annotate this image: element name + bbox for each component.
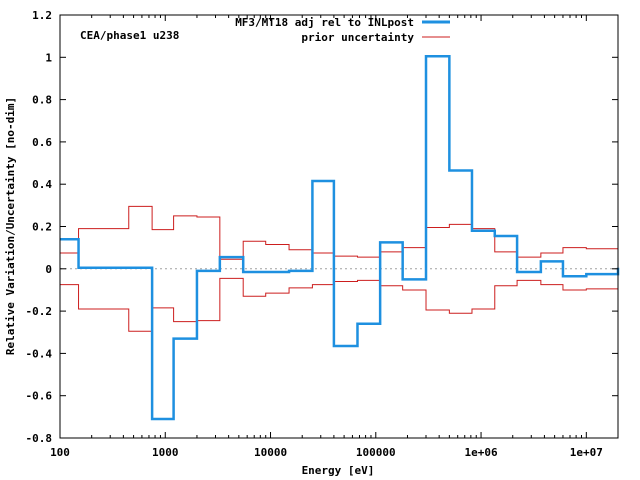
y-axis-title: Relative Variation/Uncertainty [no-dim] [4,97,17,355]
y-tick-label: 0.4 [32,178,52,191]
y-tick-label: 0.6 [32,136,52,149]
x-tick-label: 1000 [152,446,179,459]
y-tick-label: -0.8 [26,432,53,445]
plot-frame [59,14,619,439]
x-tick-label: 100000 [356,446,396,459]
y-tick-label: -0.2 [26,305,53,318]
series-adjustment [60,54,620,421]
y-tick-label: -0.4 [26,347,53,360]
x-tick-label: 1e+07 [570,446,603,459]
y-tick-label: 0.8 [32,94,52,107]
series-prior-uncertainty-upper [60,205,619,260]
x-tick-label: 100 [50,446,70,459]
y-tick-label: 0.2 [32,221,52,234]
y-tick-label: 1.2 [32,9,52,22]
legend-label-prior: prior uncertainty [301,31,414,44]
legend-label-adjustment: MF3/MT18 adj rel to INLpost [235,16,414,29]
x-tick-label: 1e+06 [464,446,497,459]
x-tick-label: 10000 [254,446,287,459]
annotation-label: CEA/phase1 u238 [80,29,179,42]
y-tick-label: -0.6 [26,390,53,403]
x-axis-title: Energy [eV] [302,464,375,477]
y-tick-label: 0 [45,263,52,276]
y-tick-label: 1 [45,51,52,64]
series-prior-uncertainty-lower [60,277,619,332]
legend: MF3/MT18 adj rel to INLpost prior uncert… [235,16,450,44]
